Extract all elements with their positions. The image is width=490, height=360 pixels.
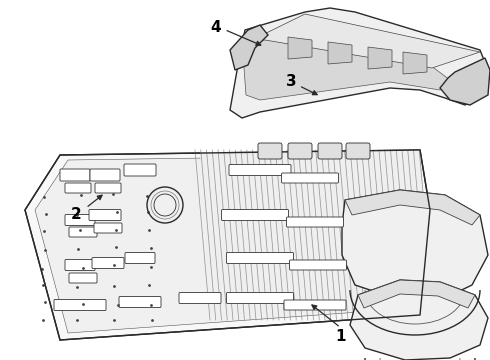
- Polygon shape: [35, 155, 425, 333]
- Polygon shape: [368, 47, 392, 69]
- FancyBboxPatch shape: [54, 300, 106, 310]
- FancyBboxPatch shape: [288, 143, 312, 159]
- FancyBboxPatch shape: [290, 260, 346, 270]
- Polygon shape: [200, 150, 425, 315]
- FancyBboxPatch shape: [287, 217, 343, 227]
- FancyBboxPatch shape: [89, 210, 121, 220]
- FancyBboxPatch shape: [284, 300, 346, 310]
- Polygon shape: [244, 38, 450, 100]
- Polygon shape: [230, 25, 268, 70]
- FancyBboxPatch shape: [119, 297, 161, 307]
- Text: 3: 3: [286, 73, 297, 89]
- FancyBboxPatch shape: [226, 252, 294, 264]
- FancyBboxPatch shape: [125, 252, 155, 264]
- FancyBboxPatch shape: [226, 292, 294, 303]
- FancyBboxPatch shape: [281, 173, 339, 183]
- Polygon shape: [440, 58, 490, 105]
- FancyBboxPatch shape: [65, 183, 91, 193]
- FancyBboxPatch shape: [69, 273, 97, 283]
- FancyBboxPatch shape: [94, 223, 122, 233]
- Polygon shape: [25, 150, 430, 340]
- FancyBboxPatch shape: [60, 169, 90, 181]
- Polygon shape: [248, 14, 480, 68]
- Polygon shape: [288, 37, 312, 59]
- FancyBboxPatch shape: [90, 169, 120, 181]
- Polygon shape: [358, 280, 475, 308]
- FancyBboxPatch shape: [69, 227, 97, 237]
- Polygon shape: [230, 8, 488, 118]
- Text: 2: 2: [71, 207, 81, 222]
- FancyBboxPatch shape: [229, 165, 291, 175]
- FancyBboxPatch shape: [221, 210, 289, 220]
- FancyBboxPatch shape: [65, 215, 95, 225]
- FancyBboxPatch shape: [65, 260, 95, 270]
- Text: 1: 1: [335, 329, 346, 344]
- Polygon shape: [328, 42, 352, 64]
- FancyBboxPatch shape: [346, 143, 370, 159]
- Polygon shape: [342, 190, 488, 300]
- FancyBboxPatch shape: [258, 143, 282, 159]
- Polygon shape: [350, 280, 488, 360]
- FancyBboxPatch shape: [92, 257, 124, 269]
- Polygon shape: [403, 52, 427, 74]
- FancyBboxPatch shape: [179, 292, 221, 303]
- FancyBboxPatch shape: [124, 164, 156, 176]
- Polygon shape: [345, 190, 480, 225]
- FancyBboxPatch shape: [318, 143, 342, 159]
- Text: 4: 4: [210, 19, 221, 35]
- FancyBboxPatch shape: [95, 183, 121, 193]
